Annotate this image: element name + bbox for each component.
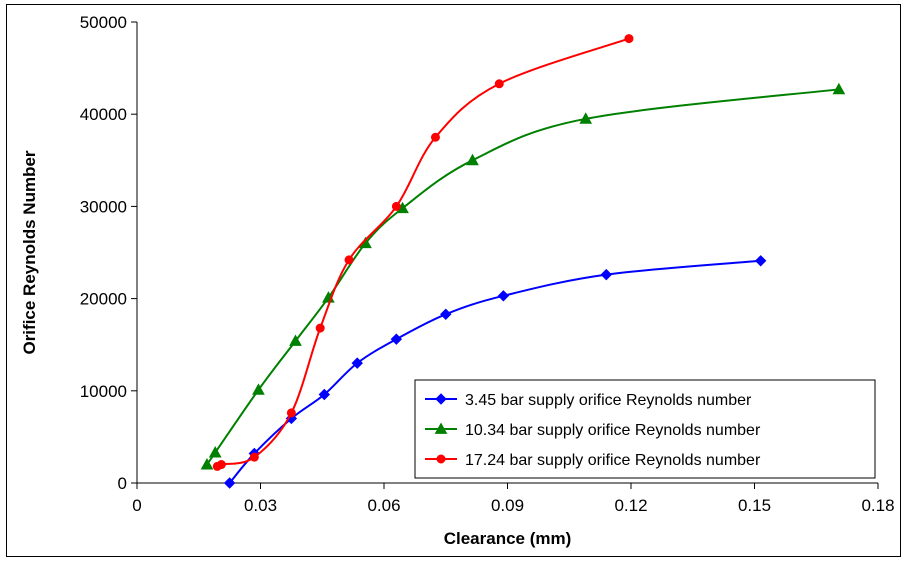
data-point [390,333,403,345]
y-tick-label: 50000 [80,13,127,32]
x-tick-label: 0.15 [738,496,771,515]
chart-frame: Clearance (mm) Orifice Reynolds Number 0… [6,4,901,557]
legend-entry: 10.34 bar supply orifice Reynolds number [465,422,761,439]
data-point [430,132,440,142]
y-tick-label: 10000 [80,382,127,401]
y-tick-label: 0 [118,474,127,493]
x-axis-title: Clearance (mm) [444,529,572,548]
legend-swatch-marker [435,393,447,405]
x-tick-label: 0 [132,496,141,515]
y-axis-title: Orifice Reynolds Number [20,150,39,354]
x-tick-label: 0.03 [244,496,277,515]
data-point [318,388,331,401]
data-point [344,255,354,265]
y-tick-label: 30000 [80,197,127,216]
legend: 3.45 bar supply orifice Reynolds number 1… [414,379,876,479]
legend-swatch-marker [436,454,446,464]
x-tick-label: 0.06 [367,496,400,515]
data-point [315,323,325,333]
chart-svg: Clearance (mm) Orifice Reynolds Number 0… [20,13,895,548]
data-point [624,34,634,44]
series-line [216,37,630,468]
data-point [494,79,504,89]
data-point [216,460,226,470]
data-point [497,290,510,302]
data-point [754,255,767,267]
legend-entry: 17.24 bar supply orifice Reynolds number [465,452,761,469]
data-point [223,477,236,489]
data-point [252,383,265,395]
data-point [832,82,846,95]
y-tick-label: 20000 [80,290,127,309]
legend-entry: 3.45 bar supply orifice Reynolds number [465,392,752,409]
plot-layer: 0 10000 20000 30000 40000 50000 0 0.03 0.06 0.09 0… [80,13,895,515]
data-point [289,334,302,346]
x-tick-label: 0.09 [491,496,524,515]
data-point [391,201,401,211]
legend-box [414,379,876,479]
data-point [249,452,259,462]
legend-swatch-marker [434,422,448,434]
data-point [440,308,452,320]
data-point [286,408,296,418]
series-3 [212,34,634,471]
y-tick-label: 40000 [80,105,127,124]
data-point [466,153,479,166]
x-tick-label: 0.18 [861,496,894,515]
data-point [600,268,613,281]
data-point [200,458,214,470]
data-point [208,446,222,458]
data-point [351,357,363,369]
data-point [579,112,593,124]
x-tick-label: 0.12 [614,496,647,515]
